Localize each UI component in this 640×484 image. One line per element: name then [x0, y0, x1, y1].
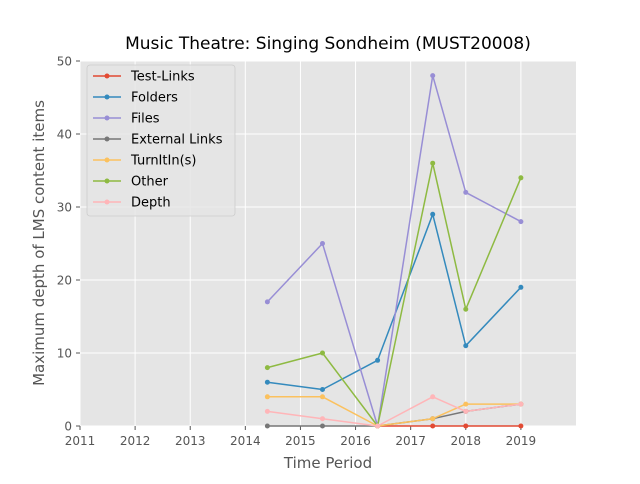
legend-label: TurnItIn(s): [130, 154, 196, 169]
legend: Test-Links Folders Files External Links Turn…: [86, 64, 236, 217]
legend-label: Depth: [131, 196, 171, 211]
y-tick-label: 50: [57, 55, 72, 69]
legend-item-folders: Folders: [93, 91, 178, 106]
data-point: [264, 365, 270, 371]
legend-label: External Links: [131, 133, 223, 148]
series-line: [266, 74, 522, 427]
legend-item-depth: Depth: [93, 196, 171, 211]
x-tick-label: 2018: [451, 434, 482, 448]
legend-swatch-marker: [104, 178, 110, 184]
y-tick-label: 30: [57, 201, 72, 215]
data-point: [430, 73, 436, 79]
data-point: [430, 423, 436, 429]
series-other: [264, 160, 524, 429]
x-tick-label: 2014: [230, 434, 261, 448]
data-point: [319, 394, 325, 400]
legend-swatch-marker: [104, 94, 110, 100]
x-tick-label: 2011: [65, 434, 96, 448]
y-tick-label: 40: [57, 128, 72, 142]
legend-item-other: Other: [93, 175, 169, 190]
series-files: [264, 73, 524, 429]
y-tick-label: 20: [57, 274, 72, 288]
data-point: [518, 401, 524, 407]
legend-swatch-marker: [104, 73, 110, 79]
data-point: [264, 394, 270, 400]
legend-swatch-marker: [104, 157, 110, 163]
data-point: [430, 416, 436, 422]
data-point: [319, 416, 325, 422]
legend-item-test-links: Test-Links: [93, 70, 195, 85]
data-point: [375, 423, 381, 429]
legend-item-turnitin-s: TurnItIn(s): [93, 154, 196, 169]
series-test-links: [375, 423, 524, 429]
axis-ticks: 2011 2012 2013 2014 2015 2016 2017 2018 2019 0 10 2…: [57, 55, 536, 449]
data-point: [518, 423, 524, 429]
legend-label: Files: [131, 112, 160, 127]
data-point: [518, 219, 524, 225]
legend-swatch-marker: [104, 136, 110, 142]
data-point: [430, 160, 436, 166]
x-tick-label: 2017: [395, 434, 426, 448]
y-tick-label: 10: [57, 347, 72, 361]
data-point: [463, 408, 469, 414]
legend-swatch-marker: [104, 199, 110, 205]
y-axis-label: Maximum depth of LMS content items: [30, 100, 48, 386]
y-tick-label: 0: [64, 420, 72, 434]
data-point: [264, 379, 270, 385]
x-tick-label: 2013: [175, 434, 206, 448]
data-point: [264, 423, 270, 429]
series-line: [267, 213, 522, 391]
series-depth: [264, 394, 524, 429]
x-tick-label: 2015: [285, 434, 316, 448]
data-point: [463, 189, 469, 195]
legend-item-external-links: External Links: [93, 133, 223, 148]
data-point: [319, 387, 325, 392]
data-point: [319, 423, 325, 429]
data-point: [430, 394, 436, 400]
data-point: [518, 284, 524, 290]
x-tick-label: 2019: [506, 434, 537, 448]
series-line: [267, 396, 521, 427]
x-tick-label: 2012: [120, 434, 151, 448]
data-point: [319, 241, 325, 246]
legend-swatch-marker: [104, 115, 110, 121]
chart-title: Music Theatre: Singing Sondheim (MUST200…: [125, 34, 531, 54]
data-point: [375, 357, 381, 363]
series-line: [267, 162, 522, 427]
legend-label: Test-Links: [130, 70, 195, 85]
data-point: [463, 343, 469, 349]
data-point: [430, 211, 436, 217]
x-tick-label: 2016: [340, 434, 371, 448]
x-axis-label: Time Period: [283, 454, 372, 472]
data-point: [463, 401, 469, 407]
legend-item-files: Files: [93, 112, 160, 127]
series-line: [267, 396, 521, 427]
data-point: [319, 350, 325, 356]
series-layer: [264, 73, 524, 429]
data-point: [463, 306, 469, 312]
legend-label: Folders: [131, 91, 178, 106]
data-point: [463, 423, 469, 429]
legend-label: Other: [131, 175, 169, 190]
data-point: [518, 175, 524, 181]
data-point: [264, 408, 270, 414]
legend-box: [86, 64, 236, 217]
series-folders: [264, 211, 524, 392]
data-point: [264, 299, 270, 305]
